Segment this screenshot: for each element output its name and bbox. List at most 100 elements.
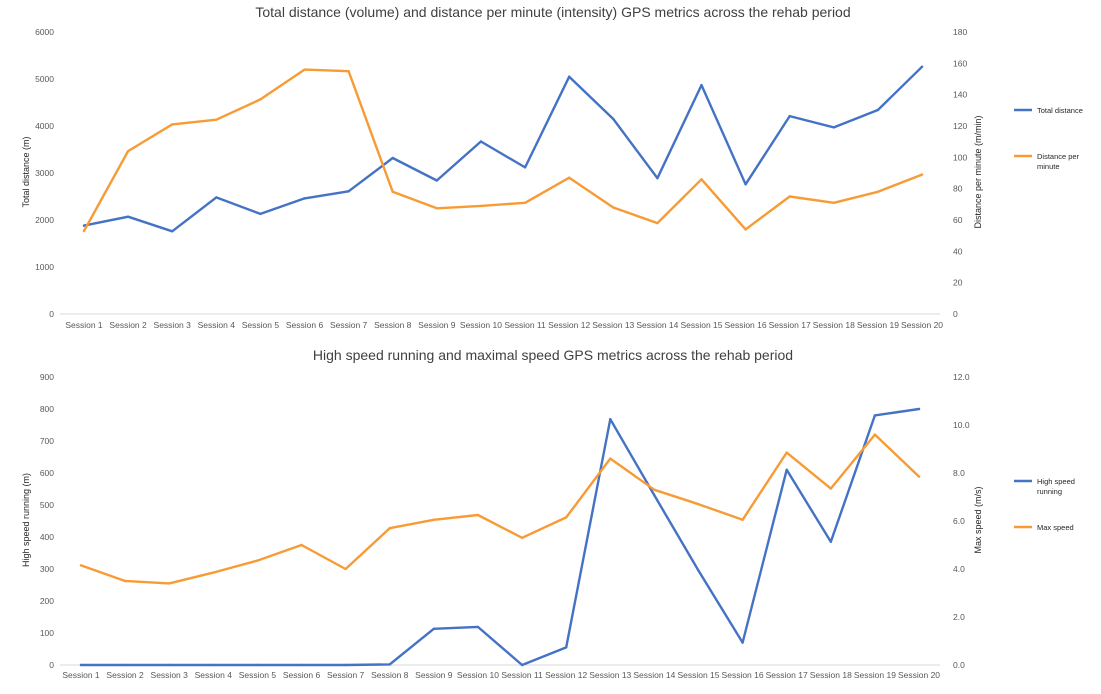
x-tick-label: Session 14 xyxy=(636,320,678,330)
data-point xyxy=(212,571,215,574)
data-point xyxy=(785,451,788,454)
y2-tick-label: 0.0 xyxy=(953,660,965,670)
x-tick-label: Session 2 xyxy=(106,670,144,680)
data-point xyxy=(788,114,791,118)
data-point xyxy=(391,190,394,193)
y2-tick-label: 2.0 xyxy=(953,612,965,622)
x-tick-label: Session 12 xyxy=(548,320,590,330)
data-point xyxy=(656,221,659,225)
data-point xyxy=(523,166,527,169)
x-tick-label: Session 8 xyxy=(374,320,412,330)
data-point xyxy=(520,663,524,667)
y2-axis-title: Distance per minute (m/min) xyxy=(973,115,983,228)
series-line xyxy=(79,407,921,667)
data-point xyxy=(829,540,832,543)
x-tick-label: Session 13 xyxy=(589,670,631,680)
x-tick-label: Session 7 xyxy=(330,320,368,330)
data-point xyxy=(564,646,568,649)
y2-tick-label: 8.0 xyxy=(953,468,965,478)
data-point xyxy=(79,663,83,667)
data-point xyxy=(344,663,347,667)
data-point xyxy=(256,663,259,667)
data-point xyxy=(432,518,436,521)
y-tick-label: 0 xyxy=(49,309,54,319)
data-point xyxy=(126,215,130,218)
data-point xyxy=(391,156,394,160)
x-tick-label: Session 20 xyxy=(898,670,940,680)
y-tick-label: 800 xyxy=(40,404,54,414)
data-point xyxy=(432,627,436,631)
data-point xyxy=(435,179,439,182)
y-tick-label: 100 xyxy=(40,628,54,638)
data-point xyxy=(609,418,612,421)
x-tick-label: Session 20 xyxy=(901,320,943,330)
y-axis-title: Total distance (m) xyxy=(21,136,31,207)
y2-tick-label: 180 xyxy=(953,27,967,37)
x-tick-label: Session 4 xyxy=(198,320,236,330)
data-point xyxy=(520,536,524,539)
data-point xyxy=(523,201,527,204)
y-tick-label: 400 xyxy=(40,532,54,542)
data-point xyxy=(653,488,656,491)
x-tick-label: Session 16 xyxy=(725,320,767,330)
y2-tick-label: 10.0 xyxy=(953,420,970,430)
data-point xyxy=(741,641,744,644)
data-point xyxy=(609,457,612,460)
x-tick-label: Session 10 xyxy=(460,320,502,330)
data-point xyxy=(876,190,880,193)
data-point xyxy=(873,414,877,417)
data-point xyxy=(171,230,174,233)
data-point xyxy=(479,140,483,143)
series-line xyxy=(82,68,924,233)
data-point xyxy=(479,204,483,208)
y-tick-label: 200 xyxy=(40,596,54,606)
data-point xyxy=(917,407,921,411)
x-tick-label: Session 15 xyxy=(677,670,719,680)
data-point xyxy=(612,206,615,209)
x-tick-label: Session 3 xyxy=(151,670,189,680)
data-point xyxy=(123,663,127,667)
y2-tick-label: 40 xyxy=(953,246,963,256)
data-point xyxy=(920,173,924,176)
x-tick-label: Session 5 xyxy=(242,320,280,330)
data-point xyxy=(256,559,259,562)
data-point xyxy=(476,513,480,517)
data-point xyxy=(832,126,835,129)
y-tick-label: 1000 xyxy=(35,262,54,272)
legend-label: High speed running xyxy=(1037,477,1075,496)
data-point xyxy=(697,569,700,572)
y2-tick-label: 80 xyxy=(953,184,963,194)
chart-high-speed-running-svg: High speed running and maximal speed GPS… xyxy=(21,347,1075,680)
y2-tick-label: 60 xyxy=(953,215,963,225)
x-tick-label: Session 1 xyxy=(62,670,100,680)
data-point xyxy=(303,197,306,200)
data-point xyxy=(920,65,924,68)
x-tick-label: Session 3 xyxy=(154,320,192,330)
y-tick-label: 0 xyxy=(49,660,54,670)
y-tick-label: 2000 xyxy=(35,215,54,225)
data-point xyxy=(788,195,791,198)
y2-tick-label: 0 xyxy=(953,309,958,319)
x-tick-label: Session 18 xyxy=(810,670,852,680)
y-tick-label: 300 xyxy=(40,564,54,574)
data-point xyxy=(171,123,174,126)
y2-tick-label: 20 xyxy=(953,278,963,288)
x-tick-label: Session 5 xyxy=(239,670,277,680)
data-point xyxy=(215,118,218,121)
legend-label: Max speed xyxy=(1037,523,1074,532)
data-point xyxy=(612,117,615,121)
data-point xyxy=(82,224,86,227)
y2-axis-title: Max speed (m/s) xyxy=(973,486,983,553)
data-point xyxy=(215,196,218,199)
chart-high-speed-running: High speed running and maximal speed GPS… xyxy=(0,345,1101,694)
data-point xyxy=(347,69,350,73)
series-line xyxy=(79,433,921,585)
data-point xyxy=(785,468,788,471)
x-tick-label: Session 11 xyxy=(501,670,543,680)
data-point xyxy=(300,663,303,667)
data-point xyxy=(876,108,880,112)
data-point xyxy=(653,494,656,497)
chart-total-distance: Total distance (volume) and distance per… xyxy=(0,0,1101,345)
data-point xyxy=(82,229,86,233)
data-point xyxy=(697,503,700,506)
